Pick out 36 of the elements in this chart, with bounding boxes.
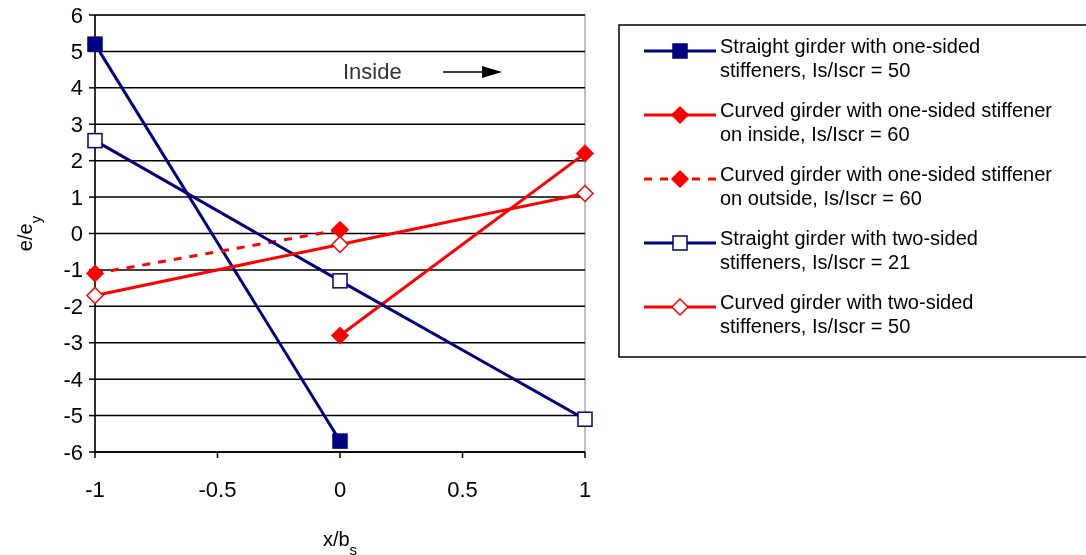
legend-label: Curved girder with two-sided stiffeners, Is/Iscr = 50 [720,291,974,338]
y-tick-label: -2 [63,293,83,319]
legend-label: Straight girder with two-sided stiffeners, Is/Iscr = 21 [720,227,978,274]
point [87,36,103,52]
x-tick-label: 0.5 [447,477,478,502]
point [577,411,593,427]
x-tick-label: -0.5 [198,477,237,502]
x-axis-title: x/b$_{s}$ [322,528,358,555]
x-tick-label: 1 [578,477,592,502]
y-tick-label: 1 [70,184,83,210]
legend-label: Curved girder with one-sided stiffener on outside, Is/Iscr = 60 [720,163,1053,210]
point [331,235,349,254]
y-tick-label: 4 [70,75,83,101]
y-tick-label: 5 [70,38,83,64]
y-tick-label: 2 [70,148,83,174]
point [86,264,104,283]
point [332,273,348,289]
y-tick-label: 3 [70,111,83,137]
point [87,132,103,149]
y-tick-label: -1 [63,257,83,283]
x-tick-label: 0 [333,477,347,502]
point [331,221,349,239]
legend-label: Curved girder with one-sided stiffener on inside, Is/Iscr = 60 [720,99,1053,146]
point [331,326,349,345]
legend-label: Straight girder with one-sided stiffeners, Is/Iscr = 50 [720,35,981,82]
point [576,144,594,163]
point [86,286,104,305]
y-tick-label: -6 [63,439,83,465]
y-tick-label: -4 [63,366,83,392]
point [332,433,348,449]
y-tick-label: -5 [63,403,83,429]
annotation: Inside [343,59,402,84]
y-tick-label: 6 [70,2,83,28]
y-tick-label: -3 [63,330,83,356]
y-tick-label: 0 [70,221,83,246]
point [576,184,594,203]
